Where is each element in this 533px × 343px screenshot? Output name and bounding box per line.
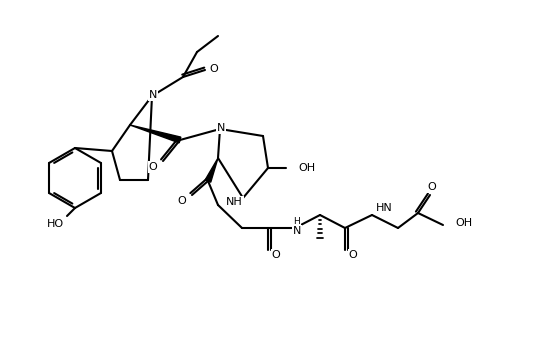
Text: NH: NH	[226, 197, 243, 207]
Text: HO: HO	[46, 219, 63, 229]
Text: O: O	[209, 64, 219, 74]
Text: OH: OH	[455, 218, 472, 228]
Text: HN: HN	[376, 203, 393, 213]
Text: N: N	[293, 226, 301, 236]
Polygon shape	[130, 125, 181, 143]
Text: O: O	[349, 250, 357, 260]
Text: O: O	[177, 196, 187, 206]
Text: OH: OH	[298, 163, 315, 173]
Text: H: H	[294, 216, 301, 225]
Text: O: O	[272, 250, 280, 260]
Text: O: O	[149, 162, 157, 172]
Text: N: N	[149, 90, 157, 100]
Polygon shape	[205, 158, 218, 182]
Text: O: O	[427, 182, 437, 192]
Text: N: N	[217, 123, 225, 133]
